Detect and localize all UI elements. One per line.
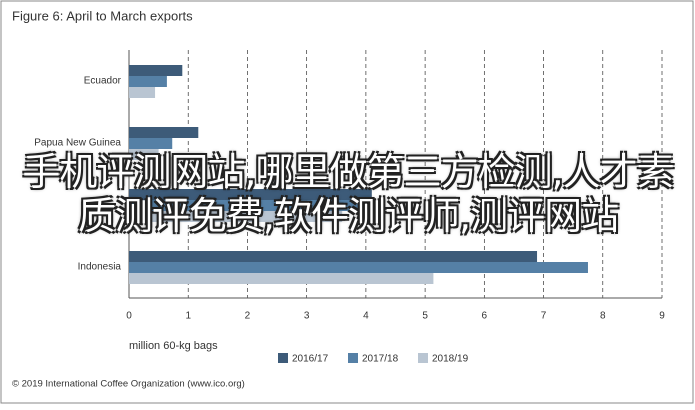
bar	[129, 87, 156, 98]
x-axis-label: million 60-kg bags	[129, 340, 218, 352]
x-tick-label: 9	[659, 311, 665, 322]
x-tick-label: 4	[363, 311, 369, 322]
x-tick-label: 2	[245, 311, 251, 322]
chart-title: Figure 6: April to March exports	[12, 8, 193, 23]
x-tick-label: 3	[304, 311, 310, 322]
legend-swatch	[278, 353, 288, 363]
bar	[129, 251, 538, 262]
bar	[129, 262, 588, 273]
bar	[129, 138, 173, 149]
legend-label: 2016/17	[292, 354, 329, 365]
x-tick-label: 7	[541, 311, 547, 322]
bar	[129, 200, 363, 211]
bar	[129, 65, 183, 76]
bar	[129, 273, 434, 284]
legend-swatch	[348, 353, 358, 363]
x-tick-label: 8	[600, 311, 606, 322]
bar	[129, 211, 343, 222]
x-tick-label: 6	[482, 311, 488, 322]
x-tick-label: 0	[126, 311, 132, 322]
bar	[129, 127, 199, 138]
x-tick-label: 5	[422, 311, 428, 322]
bar	[129, 149, 159, 160]
y-tick-label: Papua New Guinea	[34, 138, 121, 149]
source: © 2019 International Coffee Organization…	[12, 379, 245, 390]
bar	[129, 189, 372, 200]
y-tick-label: Ecuador	[84, 76, 122, 87]
legend-label: 2018/19	[432, 354, 469, 365]
legend-label: 2017/18	[362, 354, 399, 365]
bar	[129, 76, 167, 87]
legend-swatch	[418, 353, 428, 363]
x-tick-label: 1	[185, 311, 191, 322]
overlay-text: 手机评测网站,哪里做第三方检测,人才素质测评免费,软件测评师,测评网站	[22, 150, 674, 238]
y-tick-label: Indonesia	[78, 262, 122, 273]
